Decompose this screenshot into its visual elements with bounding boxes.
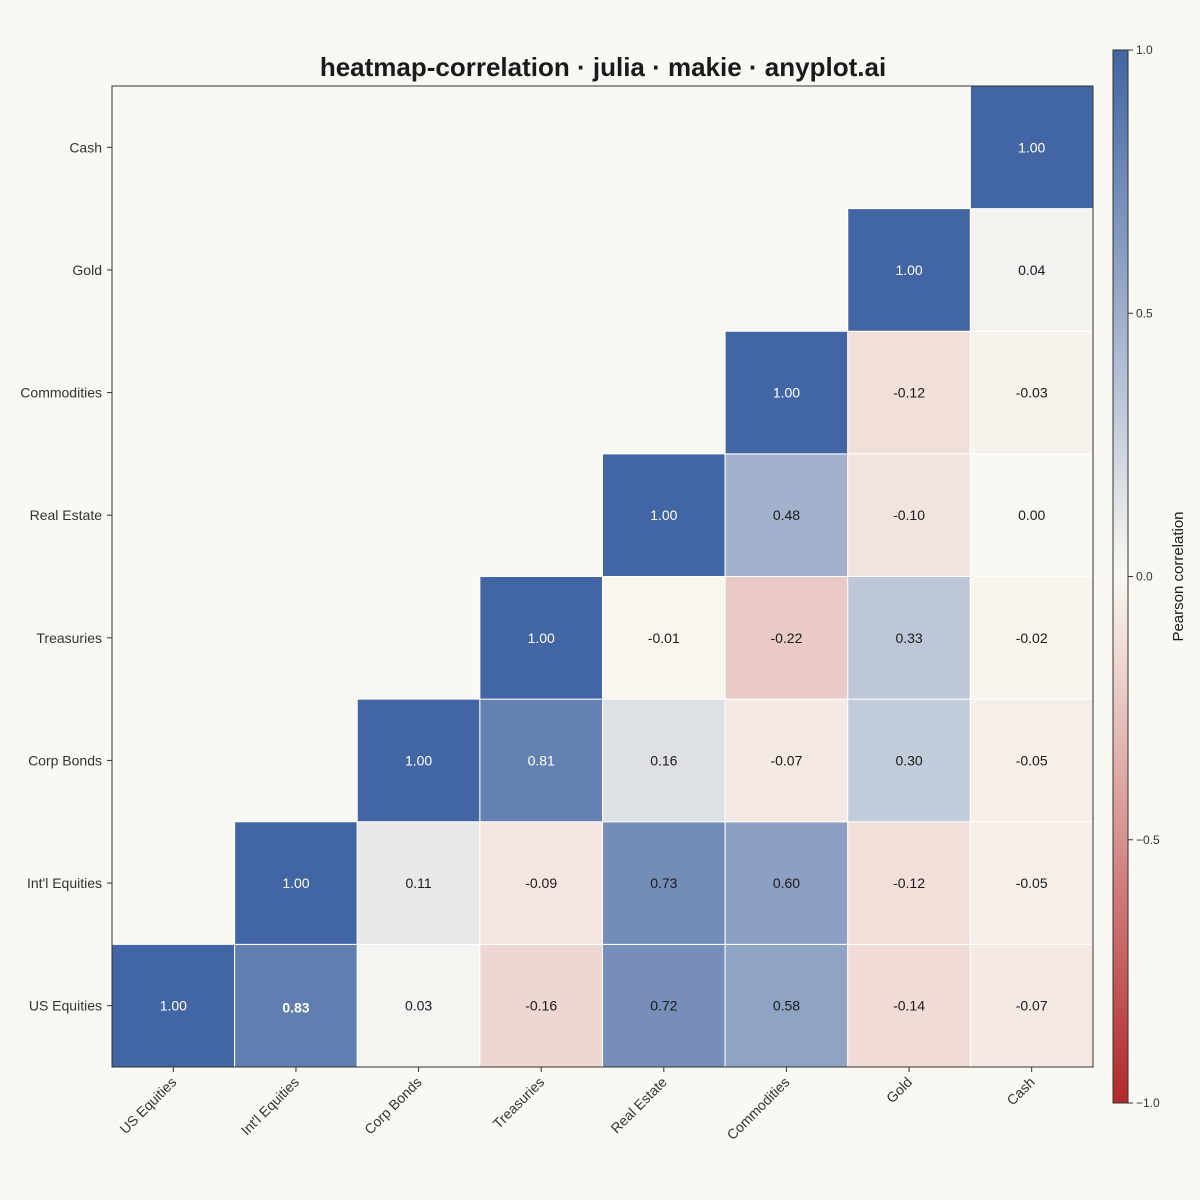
cell-value-label: 0.81	[528, 752, 555, 768]
colorbar-tick-label: 1.0	[1136, 43, 1153, 57]
colorbar-tick-label: −0.5	[1136, 833, 1160, 847]
x-tick-label: Treasuries	[490, 1074, 548, 1132]
heatmap-cell	[234, 821, 358, 945]
heatmap-cell	[724, 698, 849, 823]
cell-value-label: 0.72	[650, 998, 677, 1014]
cell-value-label: -0.03	[1016, 385, 1048, 401]
heatmap-cell	[724, 330, 849, 455]
cell-value-label: 1.00	[528, 630, 555, 646]
colorbar-label: Pearson correlation	[1170, 511, 1187, 641]
cell-value-label: 0.48	[773, 507, 800, 523]
y-axis: US Equities Int'l Equities Corp Bonds Treas…	[20, 139, 112, 1014]
cell-value-label: -0.09	[525, 875, 557, 891]
heatmap-cell	[847, 208, 971, 332]
heatmap-cells: 1.00 0.83 0.03 -0.16 0.72 0.58 -0.14 -0.07 1.00 0…	[111, 85, 1094, 1068]
cell-value-label: 1.00	[1018, 139, 1045, 155]
heatmap-cell	[847, 698, 971, 823]
cell-value-label: 1.00	[160, 998, 187, 1014]
colorbar: 1.0 0.5 0.0 −0.5 −1.0	[1112, 43, 1160, 1110]
heatmap-cell	[969, 698, 1094, 823]
cell-value-label: 0.33	[895, 630, 922, 646]
heatmap-cell	[969, 85, 1094, 210]
heatmap-cell	[234, 943, 358, 1068]
cell-value-label: -0.07	[770, 752, 802, 768]
cell-value-label: -0.14	[893, 998, 925, 1014]
cell-value-label: 1.00	[895, 262, 922, 278]
heatmap-cell	[602, 821, 726, 945]
cell-value-label: 1.00	[650, 507, 677, 523]
heatmap-cell	[479, 576, 603, 700]
chart-title: heatmap-correlation · julia · makie · an…	[320, 52, 886, 82]
cell-value-label: 0.16	[650, 752, 677, 768]
cell-value-label: 0.30	[895, 752, 922, 768]
heatmap-cell	[724, 453, 849, 577]
cell-value-label: -0.10	[893, 507, 925, 523]
cell-value-label: -0.02	[1016, 630, 1048, 646]
cell-value-label: -0.22	[770, 630, 802, 646]
x-tick-label: Gold	[883, 1074, 915, 1106]
heatmap-cell	[602, 576, 726, 700]
x-tick-label: Corp Bonds	[361, 1074, 425, 1138]
x-tick-label: Commodities	[723, 1074, 792, 1143]
y-tick-label: Gold	[72, 262, 102, 278]
cell-value-label: -0.05	[1016, 752, 1048, 768]
heatmap-cell	[111, 943, 236, 1068]
cell-value-label: 0.03	[405, 998, 432, 1014]
heatmap-cell	[724, 821, 849, 945]
cell-value-label: 0.04	[1018, 262, 1045, 278]
cell-value-label: -0.16	[525, 998, 557, 1014]
heatmap-cell	[969, 208, 1094, 332]
cell-value-label: 1.00	[405, 752, 432, 768]
heatmap-cell	[602, 698, 726, 823]
x-tick-label: Real Estate	[607, 1074, 670, 1137]
cell-value-label: 0.73	[650, 875, 677, 891]
y-tick-label: Treasuries	[36, 630, 102, 646]
cell-value-label: -0.07	[1016, 998, 1048, 1014]
heatmap-cell	[847, 576, 971, 700]
x-tick-label: Cash	[1003, 1074, 1037, 1108]
cell-value-label: -0.01	[648, 630, 680, 646]
heatmap-cell	[602, 943, 726, 1068]
cell-value-label: 0.00	[1018, 507, 1045, 523]
colorbar-tick-label: 0.5	[1136, 306, 1153, 320]
cell-value-label: -0.05	[1016, 875, 1048, 891]
cell-value-label: -0.12	[893, 875, 925, 891]
y-tick-label: US Equities	[29, 998, 102, 1014]
heatmap-cell	[724, 943, 849, 1068]
heatmap-cell	[847, 453, 971, 577]
y-tick-label: Int'l Equities	[27, 875, 102, 891]
heatmap-cell	[602, 453, 726, 577]
cell-value-label: 1.00	[773, 385, 800, 401]
heatmap-cell	[356, 698, 481, 823]
x-tick-label: Int'l Equities	[238, 1074, 302, 1138]
cell-value-label: 0.58	[773, 998, 800, 1014]
heatmap-cell	[969, 943, 1094, 1068]
y-tick-label: Cash	[69, 139, 102, 155]
y-tick-label: Commodities	[20, 385, 102, 401]
heatmap-cell	[356, 821, 481, 945]
plot-frame	[111, 85, 1094, 1068]
x-tick-label: US Equities	[116, 1074, 179, 1137]
y-tick-label: Real Estate	[30, 507, 103, 523]
heatmap-cell	[969, 821, 1094, 945]
colorbar-tick-label: 0.0	[1136, 570, 1153, 584]
cell-value-label: 0.83	[282, 1000, 309, 1016]
heatmap-cell	[479, 943, 603, 1068]
cell-value-label: -0.12	[893, 385, 925, 401]
cell-value-label: 1.00	[282, 875, 309, 891]
cell-value-label: 0.60	[773, 875, 800, 891]
x-axis: US Equities Int'l Equities Corp Bonds Treas…	[116, 1067, 1038, 1143]
cell-value-label: 0.11	[405, 875, 431, 891]
colorbar-gradient	[1112, 49, 1129, 1104]
heatmap-cell	[479, 698, 603, 823]
colorbar-tick-label: −1.0	[1136, 1096, 1160, 1110]
y-tick-label: Corp Bonds	[28, 752, 102, 768]
